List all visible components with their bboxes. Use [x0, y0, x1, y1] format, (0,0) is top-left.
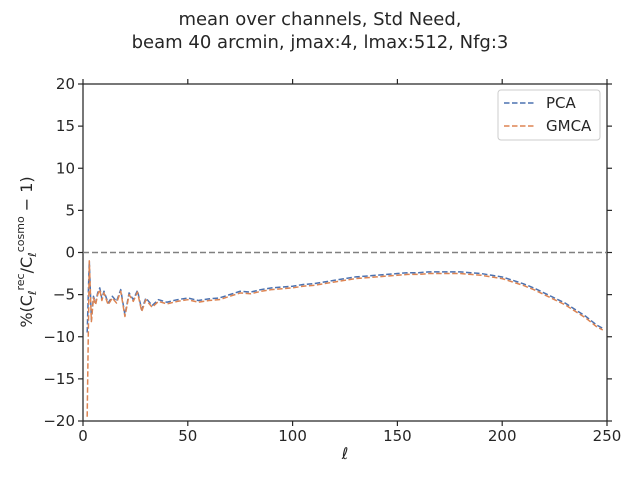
y-tick-label: −10: [43, 328, 75, 346]
x-tick-label: 200: [488, 427, 517, 445]
x-tick-label: 150: [383, 427, 412, 445]
series-line-pca: [86, 260, 604, 333]
legend-label-gmca: GMCA: [546, 117, 592, 135]
y-axis-label: %(Cℓrec/Cℓcosmo − 1): [14, 176, 39, 327]
y-tick-label: 15: [56, 117, 75, 135]
y-label-sub1: ℓ: [26, 291, 39, 297]
y-tick-label: −20: [43, 412, 75, 430]
series-group: [86, 260, 604, 417]
y-tick-label: −5: [53, 286, 75, 304]
y-tick-label: 10: [56, 159, 75, 177]
y-label-sup2: cosmo: [14, 216, 27, 252]
chart-title-line2: beam 40 arcmin, jmax:4, lmax:512, Nfg:3: [132, 32, 509, 53]
legend: PCA GMCA: [497, 89, 601, 141]
y-label-mid: /C: [17, 257, 36, 274]
y-label-suffix: − 1): [17, 176, 36, 216]
y-axis-ticks: −20 −15 −10 −5 0 5 10 15 20: [43, 75, 612, 430]
y-tick-label: 5: [65, 201, 75, 219]
y-label-sub2: ℓ: [26, 252, 39, 258]
y-label-sup1: rec: [14, 273, 27, 290]
legend-label-pca: PCA: [546, 94, 577, 112]
y-tick-label: −15: [43, 370, 75, 388]
x-tick-label: 0: [78, 427, 88, 445]
y-tick-label: 0: [65, 244, 75, 262]
x-axis-label: ℓ: [341, 444, 349, 463]
x-tick-label: 100: [278, 427, 307, 445]
y-tick-label: 20: [56, 75, 75, 93]
x-tick-label: 50: [178, 427, 197, 445]
x-axis-ticks: 0 50 100 150 200 250: [78, 79, 621, 445]
y-label-prefix: %(C: [17, 295, 36, 328]
chart-title-line1: mean over channels, Std Need,: [178, 9, 461, 30]
x-tick-label: 250: [593, 427, 622, 445]
series-line-gmca: [86, 260, 604, 417]
